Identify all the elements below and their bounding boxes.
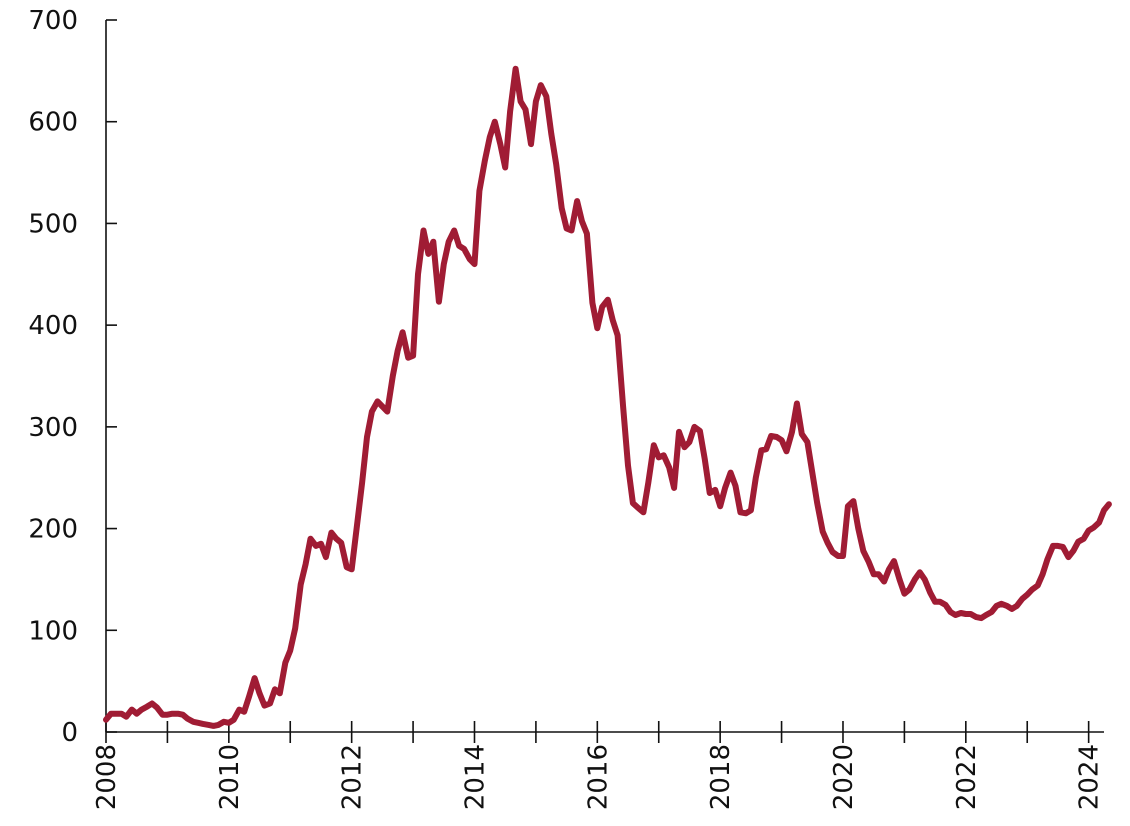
x-tick-label: 2010 <box>215 744 245 810</box>
y-tick-label: 0 <box>61 718 78 748</box>
x-tick-label: 2008 <box>92 744 122 810</box>
series-line <box>103 65 1112 729</box>
x-tick-label: 2024 <box>1075 744 1105 810</box>
x-tick-label: 2022 <box>952 744 982 810</box>
x-tick-label: 2016 <box>583 744 613 810</box>
axes <box>105 20 1104 733</box>
y-tick-label: 200 <box>28 515 78 545</box>
y-ticks: 0 100 200 300 400 500 600 700 <box>28 6 117 748</box>
y-tick-label: 500 <box>28 209 78 239</box>
x-tick-label: 2020 <box>829 744 859 810</box>
y-tick-label: 600 <box>28 108 78 138</box>
y-tick-label: 400 <box>28 311 78 341</box>
x-tick-label: 2012 <box>338 744 368 810</box>
y-tick-label: 700 <box>28 6 78 36</box>
y-tick-label: 100 <box>28 616 78 646</box>
x-tick-label: 2014 <box>460 744 490 810</box>
y-tick-label: 300 <box>28 413 78 443</box>
x-tick-label: 2018 <box>706 744 736 810</box>
series-group <box>103 65 1112 729</box>
x-ticks: 2008 2010 2012 2014 2016 2018 2020 2022 2024 <box>92 721 1105 810</box>
